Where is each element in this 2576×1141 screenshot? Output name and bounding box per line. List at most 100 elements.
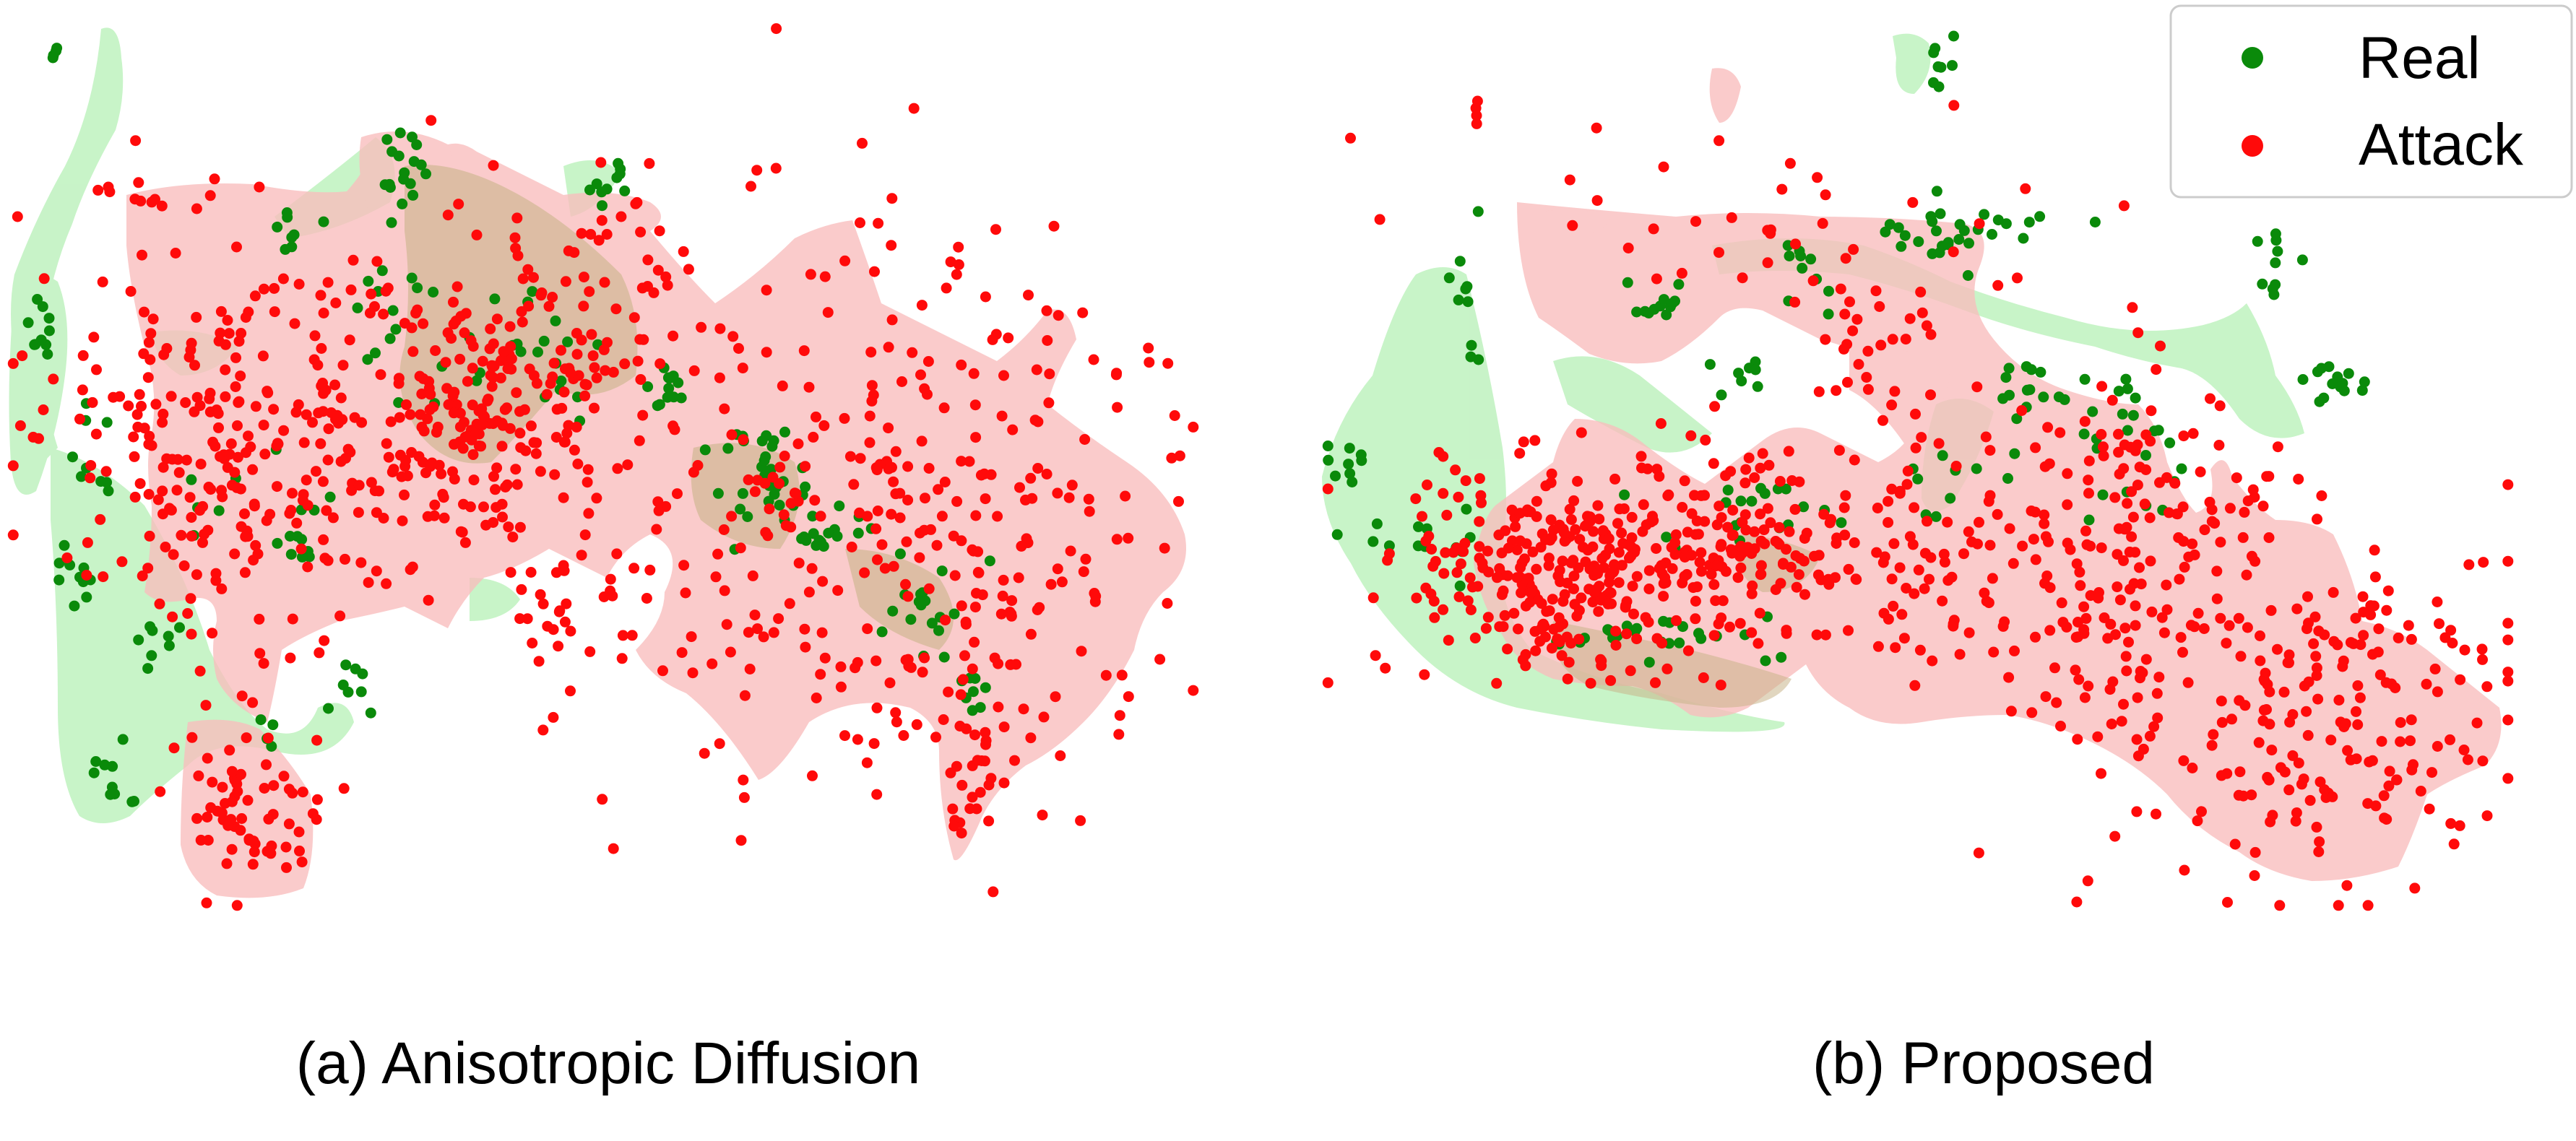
- attack-point: [1616, 560, 1628, 571]
- real-point: [142, 663, 154, 674]
- attack-point: [2026, 707, 2038, 719]
- attack-point: [223, 328, 235, 339]
- attack-point: [1529, 435, 1541, 446]
- attack-point: [322, 277, 334, 288]
- attack-point: [2287, 750, 2299, 761]
- attack-point: [2348, 638, 2359, 649]
- attack-point: [817, 576, 829, 587]
- attack-point: [129, 491, 141, 503]
- attack-point: [2283, 649, 2295, 661]
- attack-point: [2298, 773, 2309, 785]
- attack-point: [1020, 494, 1031, 506]
- attack-point: [586, 329, 597, 340]
- attack-point: [2477, 654, 2488, 665]
- attack-point: [747, 570, 758, 581]
- attack-point: [1921, 320, 1932, 331]
- real-point: [1413, 521, 1424, 532]
- attack-point: [2216, 716, 2228, 728]
- attack-point: [349, 412, 360, 423]
- attack-point: [498, 346, 509, 357]
- attack-point: [1464, 572, 1476, 583]
- attack-point: [2083, 680, 2094, 692]
- attack-point: [1872, 503, 1883, 513]
- attack-point: [1173, 495, 1184, 507]
- attack-point: [1547, 594, 1558, 605]
- attack-point: [1382, 555, 1393, 566]
- real-point: [37, 301, 48, 313]
- attack-point: [1713, 135, 1725, 147]
- attack-point: [578, 272, 589, 283]
- real-point: [1466, 339, 1477, 351]
- attack-point: [531, 378, 543, 389]
- attack-point: [2178, 536, 2190, 547]
- real-point: [1750, 364, 1761, 376]
- attack-point: [2502, 634, 2514, 646]
- attack-point: [1604, 543, 1615, 555]
- attack-point: [157, 417, 168, 428]
- attack-point: [1471, 95, 1483, 107]
- attack-point: [902, 654, 914, 665]
- real-point: [146, 650, 157, 661]
- real-point: [406, 272, 418, 284]
- attack-point: [2272, 643, 2283, 655]
- real-point: [370, 347, 381, 359]
- real-point: [2018, 233, 2029, 244]
- attack-point: [268, 404, 280, 415]
- real-point: [1935, 61, 1947, 73]
- attack-point: [970, 432, 982, 443]
- attack-point: [799, 623, 811, 635]
- attack-point: [537, 598, 549, 609]
- attack-point: [345, 284, 357, 295]
- attack-point: [712, 548, 724, 560]
- attack-point: [1643, 565, 1655, 576]
- attack-point: [405, 409, 416, 420]
- attack-point: [1715, 680, 1726, 691]
- attack-point: [1886, 399, 1898, 411]
- attack-point: [967, 663, 978, 674]
- attack-point: [1465, 604, 1477, 615]
- attack-point: [1642, 463, 1654, 474]
- attack-point: [2127, 302, 2138, 313]
- real-point: [538, 335, 550, 347]
- attack-point: [2151, 808, 2161, 820]
- attack-point: [1593, 606, 1604, 617]
- attack-point: [486, 360, 498, 371]
- real-point: [51, 45, 62, 56]
- attack-point: [1974, 218, 1985, 230]
- attack-point: [1686, 508, 1698, 519]
- attack-point: [516, 306, 527, 317]
- attack-point: [1713, 618, 1724, 630]
- attack-point: [27, 431, 39, 443]
- attack-point: [1519, 553, 1530, 565]
- attack-point: [811, 693, 822, 703]
- attack-point: [1474, 541, 1485, 552]
- attack-point: [314, 647, 325, 659]
- attack-point: [920, 493, 930, 504]
- attack-point: [780, 520, 792, 532]
- real-point: [352, 302, 363, 313]
- attack-point: [2368, 600, 2380, 612]
- attack-point: [1927, 655, 1938, 667]
- real-point: [807, 511, 818, 522]
- attack-point: [157, 508, 168, 520]
- real-point: [735, 503, 746, 515]
- attack-point: [38, 404, 49, 415]
- attack-point: [598, 344, 610, 355]
- attack-point: [1042, 335, 1053, 346]
- attack-point: [311, 794, 323, 805]
- attack-point: [97, 276, 108, 287]
- real-point: [2252, 235, 2263, 247]
- attack-point: [1755, 535, 1767, 547]
- attack-point: [410, 308, 422, 319]
- attack-point: [261, 759, 272, 771]
- attack-point: [1613, 547, 1625, 558]
- attack-point: [948, 820, 960, 832]
- attack-point: [1973, 847, 1984, 859]
- attack-point: [194, 665, 206, 677]
- attack-point: [1889, 386, 1901, 397]
- attack-point: [576, 227, 587, 239]
- attack-point: [2291, 603, 2303, 615]
- attack-point: [2116, 716, 2127, 727]
- attack-point: [2235, 651, 2247, 662]
- attack-point: [2177, 646, 2188, 658]
